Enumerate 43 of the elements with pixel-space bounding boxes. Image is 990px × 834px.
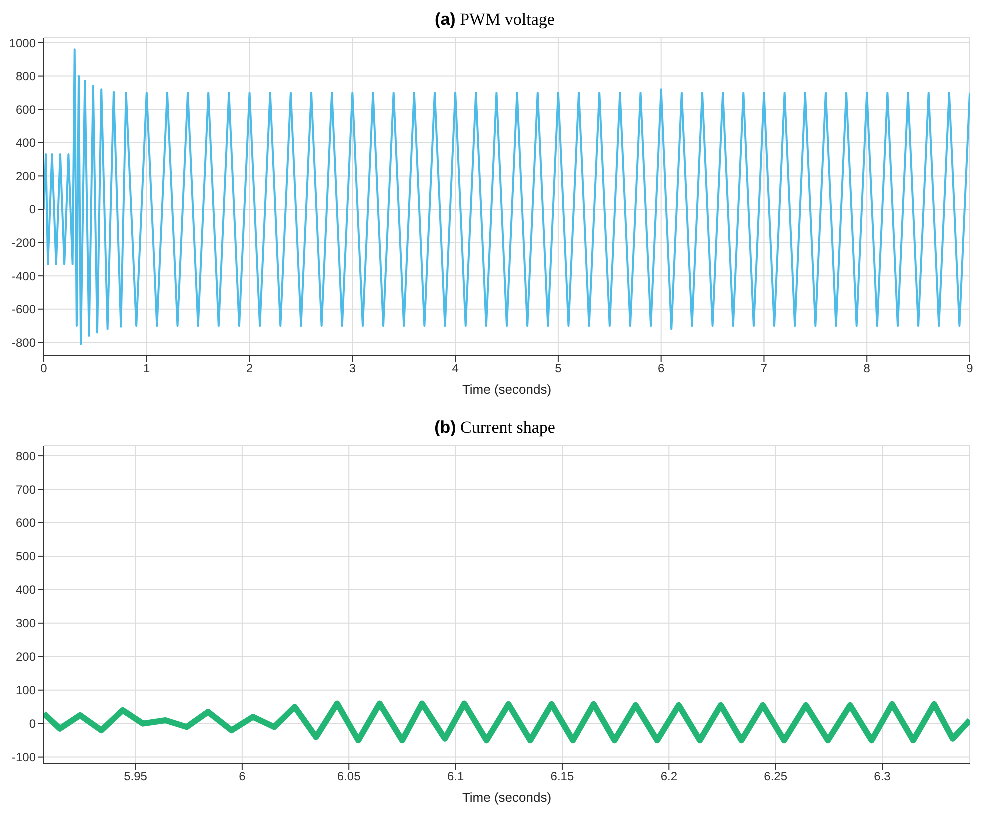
y-tick-label: 800 [16, 70, 36, 84]
x-tick-label: 6.3 [874, 770, 892, 784]
y-tick-label: 600 [16, 102, 36, 117]
y-tick-label: 100 [16, 684, 36, 698]
x-axis-title: Time (seconds) [462, 790, 552, 805]
y-tick-label: 200 [16, 169, 36, 184]
y-tick-label: 800 [16, 449, 36, 464]
y-tick-label: 700 [16, 482, 36, 497]
x-tick-label: 3 [349, 362, 356, 376]
line-series [44, 48, 970, 346]
x-tick-label: 5 [555, 362, 562, 376]
x-axis-title: Time (seconds) [462, 382, 552, 397]
y-tick-label: 400 [16, 136, 36, 150]
y-tick-label: 400 [16, 583, 36, 598]
x-tick-label: 6.15 [550, 770, 574, 784]
y-tick-label: -800 [12, 336, 36, 350]
y-tick-label: 0 [29, 717, 36, 732]
x-tick-label: 6 [658, 362, 665, 376]
x-tick-label: 4 [452, 362, 460, 376]
y-tick-label: 200 [16, 650, 36, 664]
y-tick-label: 300 [16, 616, 36, 631]
y-tick-label: -100 [12, 750, 36, 765]
y-tick-label: 500 [16, 550, 36, 564]
x-tick-label: 6.1 [447, 770, 464, 784]
x-tick-label: 2 [246, 362, 254, 376]
y-tick-label: 1000 [9, 36, 36, 50]
x-tick-label: 9 [966, 362, 974, 376]
x-tick-label: 6 [239, 770, 246, 784]
y-tick-label: 600 [16, 516, 36, 530]
chart-title: (b) Current shape [434, 418, 556, 437]
y-tick-label: -200 [12, 236, 36, 250]
x-tick-label: 6.2 [660, 770, 678, 784]
x-tick-label: 8 [864, 362, 871, 376]
x-tick-label: 6.25 [764, 770, 788, 784]
y-tick-label: 0 [29, 202, 36, 217]
x-tick-label: 7 [760, 362, 768, 376]
x-tick-label: 5.95 [124, 770, 148, 784]
y-tick-label: -400 [12, 269, 36, 284]
y-tick-label: -600 [12, 302, 36, 317]
x-tick-label: 6.05 [337, 770, 362, 784]
x-tick-label: 1 [144, 362, 151, 376]
x-tick-label: 0 [40, 362, 48, 376]
chart-title: (a) PWM voltage [435, 10, 555, 29]
